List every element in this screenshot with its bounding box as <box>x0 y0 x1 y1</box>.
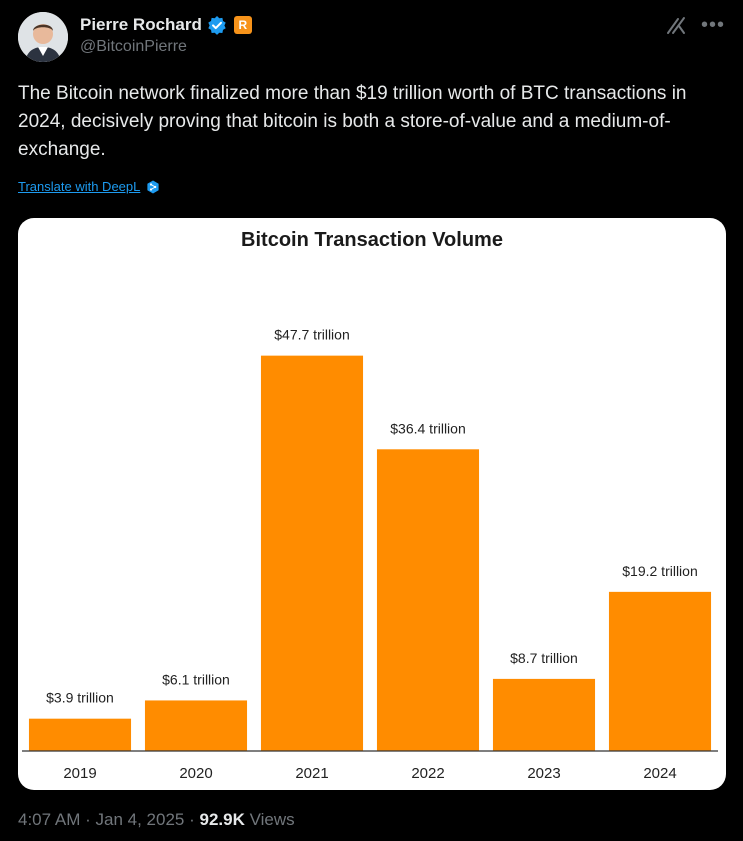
views-count: 92.9K <box>199 810 245 829</box>
chart-bar <box>144 700 248 751</box>
bar-value-label: $36.4 trillion <box>390 420 466 436</box>
x-tick-label: 2021 <box>295 765 328 782</box>
bar-value-label: $3.9 trillion <box>46 690 114 706</box>
chart-bar <box>492 678 596 751</box>
verified-badge-icon[interactable] <box>207 15 227 35</box>
grok-icon[interactable] <box>665 14 687 36</box>
author-name-row: Pierre Rochard R <box>80 14 252 36</box>
chart-bar <box>28 718 132 751</box>
top-actions: ••• <box>665 14 725 36</box>
chart-bar <box>608 591 712 751</box>
author-info: Pierre Rochard R @BitcoinPierre <box>80 14 252 56</box>
author-handle[interactable]: @BitcoinPierre <box>80 38 187 55</box>
chart-title: Bitcoin Transaction Volume <box>241 229 503 251</box>
more-icon[interactable]: ••• <box>700 14 725 36</box>
translate-row: Translate with DeepL <box>18 179 160 194</box>
author-name[interactable]: Pierre Rochard <box>80 15 202 34</box>
tweet-date[interactable]: Jan 4, 2025 <box>95 810 185 829</box>
tweet-header: Pierre Rochard R @BitcoinPierre ••• <box>18 12 725 62</box>
tweet-time[interactable]: 4:07 AM <box>18 810 81 829</box>
separator-dot: · <box>189 810 200 829</box>
x-tick-label: 2019 <box>63 765 96 782</box>
avatar-image <box>18 12 68 62</box>
x-tick-label: 2020 <box>179 765 212 782</box>
x-tick-label: 2024 <box>643 765 676 782</box>
bar-chart: Bitcoin Transaction Volume $3.9 trillion 2… <box>22 229 718 782</box>
chart-bar <box>376 449 480 751</box>
separator-dot: · <box>85 810 96 829</box>
chart-bar <box>260 355 364 751</box>
bar-value-label: $6.1 trillion <box>162 671 230 687</box>
affiliate-badge-icon[interactable]: R <box>233 16 252 34</box>
avatar[interactable] <box>18 12 68 62</box>
tweet-footer: 4:07 AM · Jan 4, 2025 · 92.9K Views <box>18 810 295 830</box>
translate-link[interactable]: Translate with DeepL <box>18 179 141 194</box>
x-tick-label: 2022 <box>411 765 444 782</box>
deepl-icon <box>146 180 160 194</box>
tweet-text: The Bitcoin network finalized more than … <box>18 83 687 160</box>
bar-value-label: $47.7 trillion <box>274 327 350 343</box>
chart-image-card[interactable]: Bitcoin Transaction Volume $3.9 trillion 2… <box>18 218 726 790</box>
x-tick-label: 2023 <box>527 765 560 782</box>
bar-value-label: $8.7 trillion <box>510 650 578 666</box>
views-label: Views <box>249 810 295 829</box>
bar-value-label: $19.2 trillion <box>622 563 698 579</box>
